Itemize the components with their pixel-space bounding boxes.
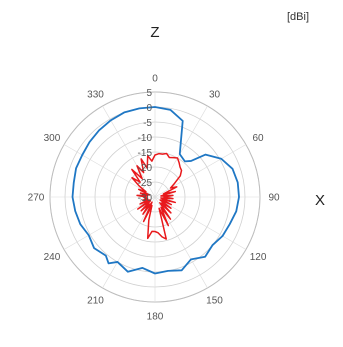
radial-tick-label: 5 [146,88,152,99]
axis-right-label: X [315,192,325,209]
grid-spoke [102,196,156,289]
series-line-1 [71,106,240,275]
angle-tick-label: 0 [152,74,158,85]
grid-spoke [154,196,208,289]
unit-label: [dBi] [287,11,309,23]
radial-tick-label: -15 [138,148,153,159]
angle-tick-label: 330 [87,89,104,100]
series-layer [71,106,240,275]
angle-tick-label: 30 [209,89,221,100]
angle-tick-label: 60 [252,133,264,144]
radial-tick-label: -25 [138,178,153,189]
grid-spoke [63,196,156,250]
series-line-2 [131,152,183,240]
radial-tick-label: -10 [138,133,153,144]
radial-tick-label: 0 [146,103,152,114]
angle-tick-label: 150 [206,296,223,307]
angle-tick-label: 270 [28,193,45,204]
polar-grid [49,91,261,303]
grid-spoke [154,144,247,198]
radial-tick-label: -5 [143,118,152,129]
angle-tick-label: 240 [44,252,61,263]
radial-tick-label: -30 [138,193,153,204]
angle-tick-label: 180 [147,312,164,323]
angle-tick-label: 210 [87,296,104,307]
grid-spoke [154,196,247,250]
grid-spoke [102,105,156,198]
radial-tick-label: -20 [138,163,153,174]
angle-tick-label: 300 [44,133,61,144]
grid-spoke [154,105,208,198]
axis-top-label: Z [150,24,159,41]
grid-spoke [63,144,156,198]
angle-tick-label: 90 [268,193,280,204]
angle-tick-label: 120 [250,252,267,263]
